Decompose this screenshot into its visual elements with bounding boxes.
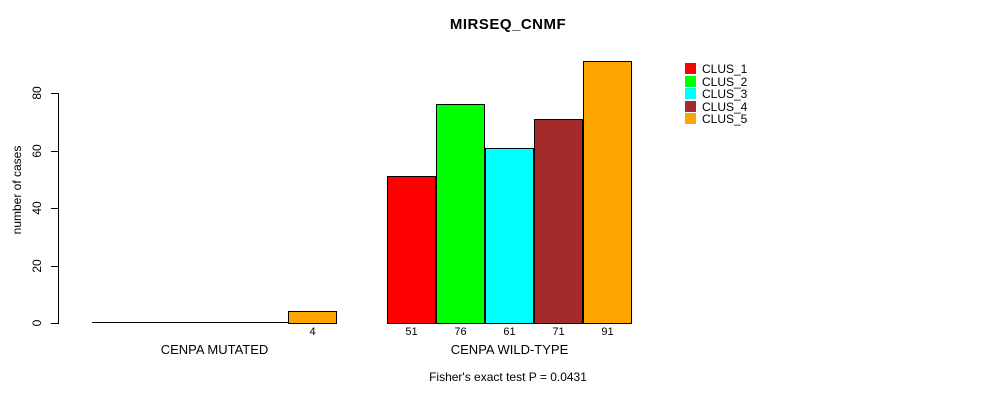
legend-label-CLUS_3: CLUS_3: [702, 87, 748, 101]
y-axis-line: [58, 93, 59, 324]
y-tick: [51, 265, 58, 267]
y-tick: [51, 93, 58, 94]
bar-CLUS_1-zero: [92, 322, 141, 323]
y-tick: [51, 208, 58, 209]
bar-CLUS_1: [387, 176, 436, 324]
bar-CLUS_2-zero: [141, 322, 190, 323]
bar-CLUS_5: [288, 311, 337, 324]
y-tick-label: 80: [30, 86, 44, 100]
bar-CLUS_3: [485, 148, 534, 324]
bar-value-label: 76: [454, 326, 467, 338]
category-label: CENPA WILD-TYPE: [450, 342, 569, 357]
y-tick-label: 0: [30, 319, 44, 327]
legend-label-CLUS_4: CLUS_4: [702, 99, 748, 114]
legend-label-CLUS_1: CLUS_1: [702, 62, 748, 76]
legend-swatch-CLUS_1: [685, 63, 696, 74]
y-tick-label: 20: [30, 258, 44, 273]
y-tick-label: 40: [30, 201, 44, 215]
bar-CLUS_2: [436, 104, 485, 324]
legend-swatch-CLUS_2: [685, 75, 696, 87]
category-label: CENPA MUTATED: [160, 342, 269, 357]
legend-swatch-CLUS_5: [685, 113, 696, 124]
legend-label-CLUS_5: CLUS_5: [702, 112, 748, 126]
bar-CLUS_4: [534, 119, 583, 324]
y-tick: [51, 323, 58, 324]
chart-title: MIRSEQ_CNMF: [449, 16, 567, 33]
legend-swatch-CLUS_4: [685, 100, 696, 112]
legend-label-CLUS_2: CLUS_2: [702, 74, 748, 89]
bar-value-label: 91: [601, 326, 614, 338]
bar-value-label: 4: [309, 326, 316, 338]
bar-CLUS_3-zero: [190, 322, 239, 323]
bar-value-label: 61: [503, 326, 516, 338]
caption-fishers-test: Fisher's exact test P = 0.0431: [429, 370, 587, 384]
y-tick: [51, 150, 58, 152]
y-tick-label: 60: [30, 143, 44, 158]
bar-CLUS_5: [583, 61, 632, 324]
bar-CLUS_4-zero: [239, 322, 288, 323]
legend-swatch-CLUS_3: [685, 88, 696, 99]
y-axis-label: number of cases: [10, 145, 24, 235]
bar-value-label: 71: [552, 326, 565, 338]
bar-value-label: 51: [405, 326, 418, 338]
